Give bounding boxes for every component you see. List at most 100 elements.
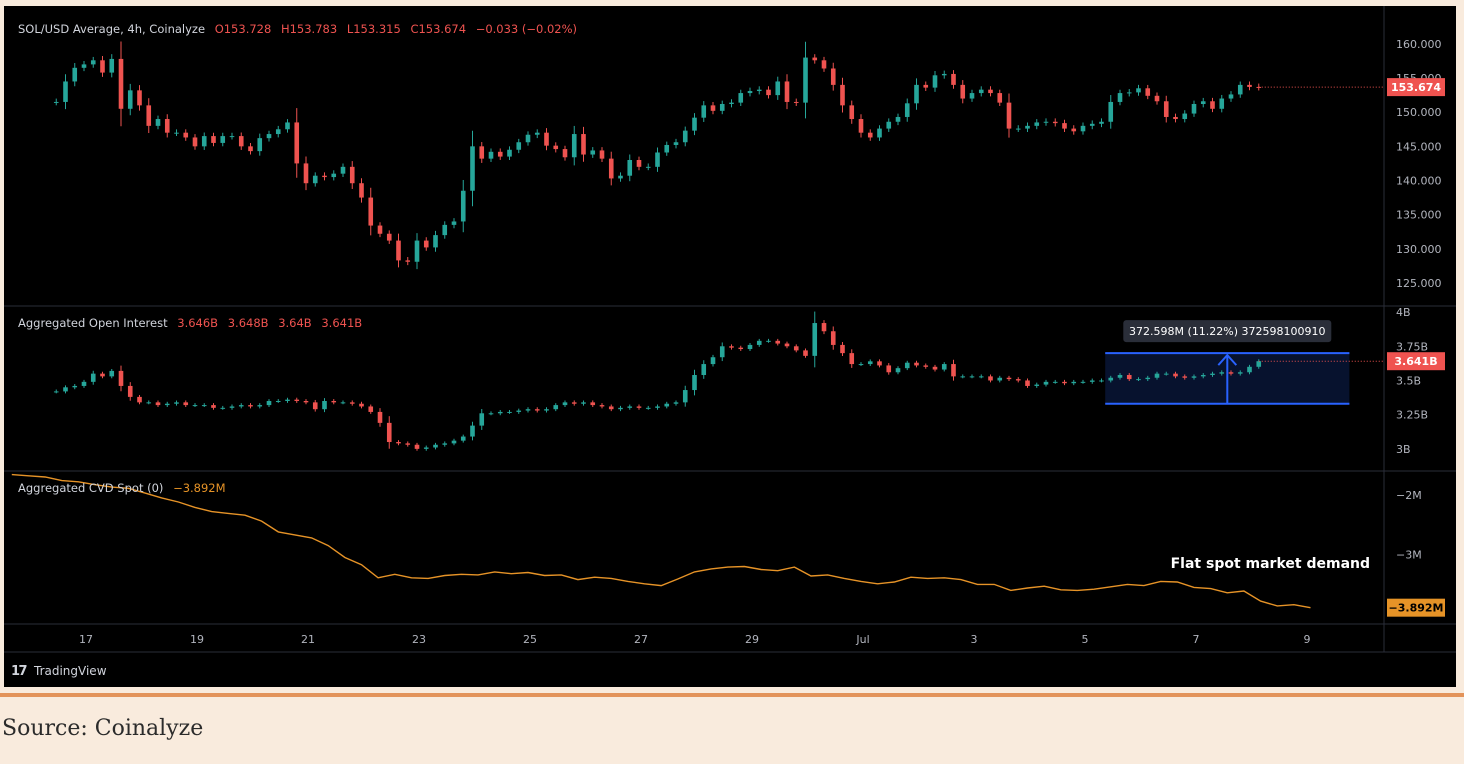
- candle-body: [63, 81, 68, 102]
- candle-body: [756, 89, 762, 92]
- last-price-badge-bg: [1387, 78, 1445, 97]
- candle-body: [451, 440, 457, 444]
- caption-divider: [0, 693, 1464, 697]
- candle-body: [81, 64, 87, 68]
- candle-body: [849, 353, 855, 365]
- candle-body: [201, 405, 207, 407]
- candle-body: [238, 405, 244, 407]
- x-tick-label: 9: [1304, 633, 1311, 646]
- candle-body: [997, 93, 1003, 103]
- candle-body: [775, 340, 781, 344]
- candle-body: [867, 132, 873, 138]
- candle-body: [951, 364, 956, 377]
- candle-body: [1006, 102, 1012, 129]
- tradingview-chart[interactable]: 160.000155.000150.000145.000140.000135.0…: [4, 6, 1456, 687]
- candle-body: [266, 400, 272, 406]
- oi-legend-high: 3.648B: [228, 316, 269, 330]
- candle-body: [127, 90, 133, 109]
- candle-body: [655, 152, 660, 167]
- candle-body: [682, 390, 688, 403]
- candle-body: [1228, 372, 1234, 374]
- candle-body: [312, 175, 318, 184]
- candle-body: [238, 136, 244, 147]
- candle-body: [1210, 373, 1215, 376]
- candle-body: [1163, 373, 1169, 375]
- candle-body: [1191, 104, 1197, 114]
- open-interest-pane[interactable]: 4B 3.75B 3.5B 3.25B 3B 372.598M (11.22%) 3725…: [53, 306, 1445, 456]
- x-tick-label: 17: [79, 633, 93, 646]
- candle-body: [581, 134, 586, 155]
- candle-body: [1089, 123, 1095, 126]
- candle-body: [1219, 98, 1225, 109]
- candle-body: [340, 402, 346, 404]
- candle-body: [183, 402, 189, 406]
- candle-body: [1237, 372, 1243, 374]
- candle-body: [969, 376, 975, 378]
- candle-body: [867, 361, 873, 365]
- figure-frame: 160.000155.000150.000145.000140.000135.0…: [4, 6, 1456, 687]
- candle-body: [960, 84, 966, 99]
- candle-body: [414, 240, 420, 262]
- candle-body: [146, 402, 152, 404]
- candle-body: [553, 145, 559, 150]
- candle-body: [303, 163, 309, 184]
- source-caption: Source: Coinalyze: [2, 716, 204, 741]
- price-pane[interactable]: 160.000155.000150.000145.000140.000135.0…: [53, 38, 1445, 290]
- candle-body: [377, 411, 383, 423]
- tradingview-name: TradingView: [33, 664, 107, 678]
- candle-body: [951, 73, 956, 85]
- candle-body: [1136, 88, 1141, 93]
- time-axis[interactable]: 17 19 21 23 25 27 29 Jul 3 5 7 9: [79, 633, 1311, 646]
- candle-body: [673, 402, 679, 404]
- candle-body: [72, 385, 78, 388]
- chart-canvas[interactable]: 160.000155.000150.000145.000140.000135.0…: [4, 6, 1456, 687]
- tradingview-brand[interactable]: 17 TradingView: [11, 664, 107, 679]
- candle-body: [516, 142, 522, 150]
- cvd-pane[interactable]: −2M −3M −3.892M: [11, 473, 1445, 617]
- candle-body: [710, 357, 716, 365]
- last-oi-badge-bg: [1387, 352, 1445, 371]
- candle-body: [1006, 377, 1012, 380]
- candle-body: [793, 101, 799, 103]
- candle-body: [904, 362, 910, 369]
- candle-body: [840, 84, 845, 106]
- candle-body: [895, 116, 901, 122]
- candle-body: [941, 364, 947, 370]
- candle-body: [1052, 121, 1058, 124]
- candle-body: [701, 105, 707, 118]
- candle-body: [692, 375, 697, 391]
- candle-body: [627, 406, 633, 408]
- y-tick-label: 3.25B: [1396, 409, 1428, 422]
- candle-body: [368, 406, 374, 412]
- candle-body: [608, 158, 614, 179]
- candle-body: [978, 376, 984, 378]
- y-tick-label: 160.000: [1396, 38, 1442, 51]
- candle-body: [655, 406, 660, 408]
- y-tick-label: 3.5B: [1396, 374, 1421, 387]
- candle-body: [229, 136, 235, 138]
- candle-body: [90, 60, 96, 65]
- candle-body: [146, 105, 152, 126]
- candle-body: [821, 60, 827, 69]
- candle-body: [507, 149, 512, 157]
- candle-body: [710, 105, 716, 111]
- candle-body: [183, 132, 189, 138]
- candle-body: [534, 409, 540, 411]
- cvd-legend-value: −3.892M: [173, 481, 225, 495]
- candle-body: [830, 331, 836, 345]
- candle-body: [118, 58, 124, 109]
- candle-body: [729, 102, 734, 104]
- candle-body: [738, 93, 744, 103]
- candle-body: [211, 136, 216, 143]
- candle-body: [544, 132, 549, 146]
- candle-body: [1154, 373, 1160, 378]
- candle-body: [747, 91, 753, 94]
- y-tick-label: 135.000: [1396, 209, 1442, 222]
- candle-body: [590, 402, 596, 406]
- candle-body: [766, 89, 771, 96]
- candle-body: [599, 405, 605, 407]
- candle-body: [100, 60, 105, 73]
- candle-body: [488, 151, 494, 159]
- candle-body: [858, 119, 864, 133]
- measure-label: 372.598M (11.22%) 372598100910: [1129, 325, 1325, 338]
